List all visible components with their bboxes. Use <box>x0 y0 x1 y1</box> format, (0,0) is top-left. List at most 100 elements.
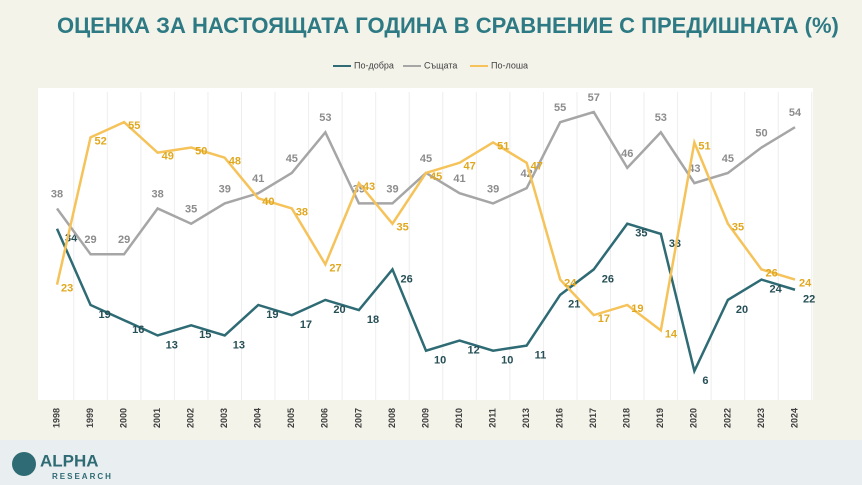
x-tick-label: 2006 <box>320 408 330 428</box>
x-tick-label: 2005 <box>286 408 296 428</box>
x-tick-label: 2008 <box>387 408 397 428</box>
data-label: 35 <box>185 204 197 216</box>
data-label: 13 <box>166 339 178 351</box>
data-label: 24 <box>564 277 577 289</box>
x-tick-label: 2018 <box>622 408 632 428</box>
x-tick-label: 2013 <box>521 408 531 428</box>
x-tick-label: 2017 <box>588 408 598 428</box>
data-label: 22 <box>803 294 815 306</box>
data-label: 23 <box>61 283 73 295</box>
data-label: 51 <box>497 140 509 152</box>
data-label: 45 <box>286 153 298 165</box>
data-label: 15 <box>199 329 211 341</box>
legend-label: По-добра <box>354 60 394 70</box>
data-label: 40 <box>262 196 274 208</box>
plot-area <box>38 88 813 400</box>
data-label: 50 <box>755 127 767 139</box>
data-label: 47 <box>464 161 476 173</box>
data-label: 41 <box>252 173 264 185</box>
data-label: 6 <box>702 375 708 387</box>
data-label: 20 <box>736 304 748 316</box>
data-label: 49 <box>162 151 174 163</box>
logo-name: ALPHA <box>40 451 99 470</box>
data-label: 45 <box>420 153 432 165</box>
data-label: 14 <box>665 328 678 340</box>
series-line <box>55 120 796 333</box>
x-tick-label: 2007 <box>353 408 363 428</box>
x-tick-label: 2011 <box>487 408 497 428</box>
data-label: 45 <box>722 153 734 165</box>
series-line <box>55 222 796 375</box>
data-label: 51 <box>698 140 710 152</box>
data-label: 26 <box>602 273 614 285</box>
data-label: 29 <box>84 234 96 246</box>
snow <box>0 440 862 485</box>
logo-sub: RESEARCH <box>52 472 113 481</box>
data-label: 43 <box>363 181 375 193</box>
legend-label: По-лоша <box>491 60 528 70</box>
data-label: 18 <box>367 314 379 326</box>
data-label: 53 <box>655 112 667 124</box>
data-label: 39 <box>386 183 398 195</box>
legend-label: Същата <box>424 60 457 70</box>
x-tick-label: 2024 <box>789 408 799 428</box>
x-tick-label: 2020 <box>689 408 699 428</box>
data-label: 20 <box>333 304 345 316</box>
data-label: 16 <box>132 324 144 336</box>
data-label: 19 <box>631 303 643 315</box>
data-label: 10 <box>501 355 513 367</box>
x-tick-label: 2016 <box>555 408 565 428</box>
data-label: 19 <box>266 309 278 321</box>
data-label: 11 <box>535 350 547 362</box>
data-label: 17 <box>598 313 610 325</box>
x-tick-label: 2001 <box>152 408 162 428</box>
x-tick-label: 2003 <box>219 408 229 428</box>
x-tick-label: 1999 <box>85 408 95 428</box>
chart-title: ОЦЕНКА ЗА НАСТОЯЩАТА ГОДИНА В СРАВНЕНИЕ … <box>57 13 839 38</box>
data-label: 55 <box>554 102 566 114</box>
logo-icon <box>12 452 36 476</box>
data-label: 38 <box>296 206 308 218</box>
data-label: 26 <box>765 267 777 279</box>
x-tick-label: 2019 <box>655 408 665 428</box>
data-label: 46 <box>621 148 633 160</box>
x-tick-label: 2000 <box>118 408 128 428</box>
data-label: 19 <box>99 309 111 321</box>
data-label: 13 <box>233 339 245 351</box>
data-label: 41 <box>453 173 465 185</box>
data-label: 24 <box>769 283 782 295</box>
data-label: 52 <box>95 135 107 147</box>
data-label: 17 <box>300 319 312 331</box>
data-label: 38 <box>51 188 63 200</box>
data-label: 48 <box>229 156 241 168</box>
x-tick-label: 2009 <box>420 408 430 428</box>
data-label: 21 <box>568 299 580 311</box>
data-label: 54 <box>789 107 802 119</box>
x-tick-label: 2010 <box>454 408 464 428</box>
data-label: 29 <box>118 234 130 246</box>
data-label: 24 <box>799 277 812 289</box>
data-label: 47 <box>531 161 543 173</box>
data-label: 53 <box>319 112 331 124</box>
data-label: 35 <box>732 222 744 234</box>
data-label: 27 <box>329 262 341 274</box>
data-label: 57 <box>588 92 600 104</box>
data-label: 10 <box>434 355 446 367</box>
data-label: 38 <box>152 188 164 200</box>
data-label: 39 <box>219 183 231 195</box>
data-label: 26 <box>400 273 412 285</box>
data-label: 12 <box>468 344 480 356</box>
data-label: 39 <box>487 183 499 195</box>
data-label: 50 <box>195 145 207 157</box>
data-label: 55 <box>128 120 140 132</box>
x-tick-label: 2023 <box>756 408 766 428</box>
logo: ALPHA RESEARCH <box>12 451 113 481</box>
x-tick-label: 2004 <box>253 408 263 428</box>
x-tick-label: 1998 <box>51 408 61 428</box>
x-tick-label: 2022 <box>722 408 732 428</box>
data-label: 35 <box>635 228 647 240</box>
x-tick-label: 2002 <box>186 408 196 428</box>
data-label: 45 <box>430 171 442 183</box>
data-label: 35 <box>396 222 408 234</box>
